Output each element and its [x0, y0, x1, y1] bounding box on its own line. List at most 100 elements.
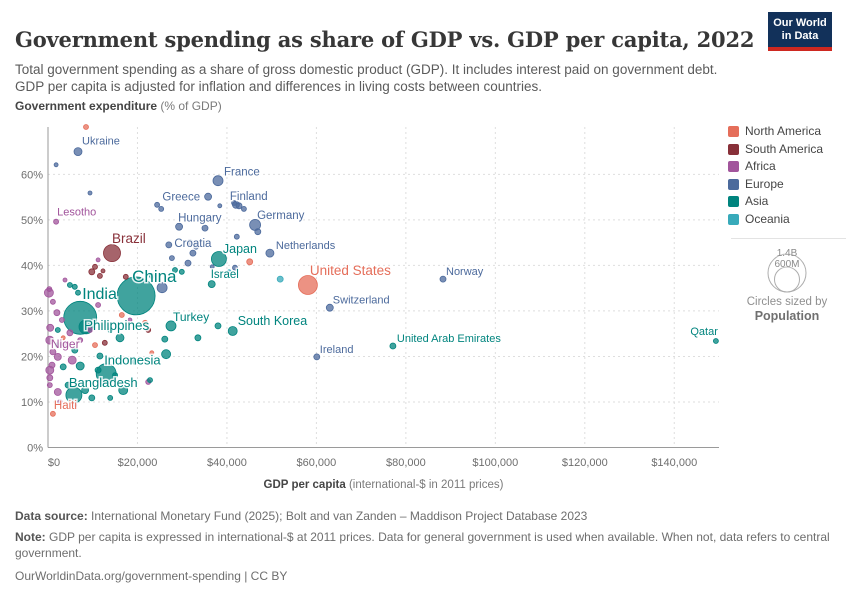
data-point[interactable] [92, 342, 98, 349]
data-point[interactable] [233, 233, 240, 240]
data-point[interactable] [214, 322, 222, 330]
data-point[interactable] [60, 335, 66, 341]
data-point[interactable] [209, 264, 215, 270]
country-label-turkey[interactable]: Turkey [172, 308, 211, 325]
country-label-bangladesh[interactable]: Bangladesh [67, 374, 139, 392]
data-point[interactable] [165, 241, 173, 249]
data-point[interactable] [118, 312, 125, 318]
data-point-norway[interactable] [439, 275, 447, 283]
country-label-lesotho[interactable]: Lesotho [56, 205, 98, 220]
country-label-japan[interactable]: Japan [221, 241, 258, 258]
data-point[interactable] [131, 358, 138, 365]
country-label-switzerland[interactable]: Switzerland [331, 293, 391, 308]
data-point[interactable] [46, 323, 55, 332]
data-point[interactable] [88, 268, 96, 276]
data-point[interactable] [75, 289, 81, 296]
citation-link[interactable]: OurWorldinData.org/government-spending |… [15, 569, 288, 583]
data-point[interactable] [53, 388, 62, 396]
legend-item-europe[interactable]: Europe [728, 177, 823, 191]
legend-item-africa[interactable]: Africa [728, 160, 823, 173]
data-point-brazil[interactable] [103, 244, 121, 263]
data-point[interactable] [71, 283, 78, 290]
data-point-switzerland[interactable] [325, 303, 334, 312]
country-label-south-korea[interactable]: South Korea [236, 313, 309, 330]
data-point[interactable] [122, 273, 129, 280]
country-label-qatar[interactable]: Qatar [689, 325, 720, 340]
data-point-croatia[interactable] [189, 249, 197, 257]
data-point[interactable] [53, 352, 62, 361]
data-point[interactable] [231, 200, 238, 206]
country-label-indonesia[interactable]: Indonesia [103, 351, 163, 369]
data-point-netherlands[interactable] [265, 248, 275, 258]
data-point-haiti[interactable] [50, 410, 56, 417]
data-point[interactable] [154, 201, 161, 208]
data-point[interactable] [235, 202, 243, 210]
data-point[interactable] [59, 317, 65, 323]
country-label-netherlands[interactable]: Netherlands [274, 239, 337, 254]
data-point[interactable] [118, 385, 129, 396]
country-label-india[interactable]: India [81, 284, 119, 304]
data-point[interactable] [59, 363, 67, 371]
data-point[interactable] [246, 258, 254, 266]
data-point[interactable] [87, 190, 93, 196]
country-label-norway[interactable]: Norway [445, 265, 486, 280]
legend-item-asia[interactable]: Asia [728, 195, 823, 208]
country-label-haiti[interactable]: Haiti [52, 398, 78, 413]
data-point[interactable] [149, 350, 155, 356]
data-point[interactable] [67, 282, 73, 288]
data-point[interactable] [148, 272, 155, 279]
country-label-united-arab-emirates[interactable]: United Arab Emirates [395, 332, 502, 347]
data-point-greece[interactable] [204, 192, 213, 201]
data-point[interactable] [97, 378, 103, 385]
data-point[interactable] [276, 275, 284, 283]
country-label-israel[interactable]: Israel [209, 268, 240, 283]
data-point[interactable] [81, 386, 89, 395]
data-point[interactable] [45, 335, 55, 345]
country-label-finland[interactable]: Finland [228, 189, 269, 204]
data-point[interactable] [83, 124, 89, 130]
data-point-ireland[interactable] [313, 353, 321, 361]
country-label-philippines[interactable]: Philippines [83, 316, 152, 334]
data-point[interactable] [48, 361, 56, 369]
data-point[interactable] [72, 402, 78, 408]
data-point[interactable] [87, 327, 93, 333]
data-point[interactable] [95, 302, 101, 308]
data-point[interactable] [158, 205, 165, 212]
data-point[interactable] [63, 341, 69, 348]
data-point[interactable] [62, 277, 68, 283]
data-point[interactable] [71, 346, 79, 354]
data-point-qatar[interactable] [713, 338, 719, 344]
data-point[interactable] [88, 394, 96, 402]
country-label-germany[interactable]: Germany [256, 208, 307, 223]
data-point-ukraine[interactable] [73, 147, 83, 157]
country-label-brazil[interactable]: Brazil [111, 230, 148, 248]
legend-item-south-america[interactable]: South America [728, 142, 823, 156]
data-point-israel[interactable] [207, 280, 216, 289]
data-point[interactable] [127, 317, 133, 323]
data-point[interactable] [53, 162, 59, 168]
data-point[interactable] [92, 263, 98, 270]
country-label-niger[interactable]: Niger [49, 335, 81, 352]
data-point[interactable] [147, 377, 153, 384]
data-point[interactable] [161, 335, 169, 343]
data-point-china[interactable] [116, 276, 156, 316]
data-point[interactable] [97, 272, 103, 279]
data-point[interactable] [46, 382, 53, 389]
data-point-lesotho[interactable] [53, 218, 59, 225]
data-point-japan[interactable] [210, 251, 227, 267]
country-label-croatia[interactable]: Croatia [173, 237, 214, 252]
country-label-greece[interactable]: Greece [161, 190, 202, 205]
data-point[interactable] [178, 268, 185, 275]
data-point[interactable] [54, 327, 61, 333]
country-label-china[interactable]: China [131, 265, 179, 287]
country-label-united-states[interactable]: United States [308, 262, 392, 280]
data-point[interactable] [186, 239, 194, 247]
data-point-france[interactable] [212, 175, 224, 187]
data-point[interactable] [184, 259, 192, 267]
data-point[interactable] [217, 203, 223, 209]
data-point[interactable] [57, 399, 63, 405]
data-point[interactable] [142, 319, 149, 326]
data-point[interactable] [161, 349, 172, 360]
data-point[interactable] [95, 257, 101, 263]
data-point[interactable] [107, 394, 114, 401]
